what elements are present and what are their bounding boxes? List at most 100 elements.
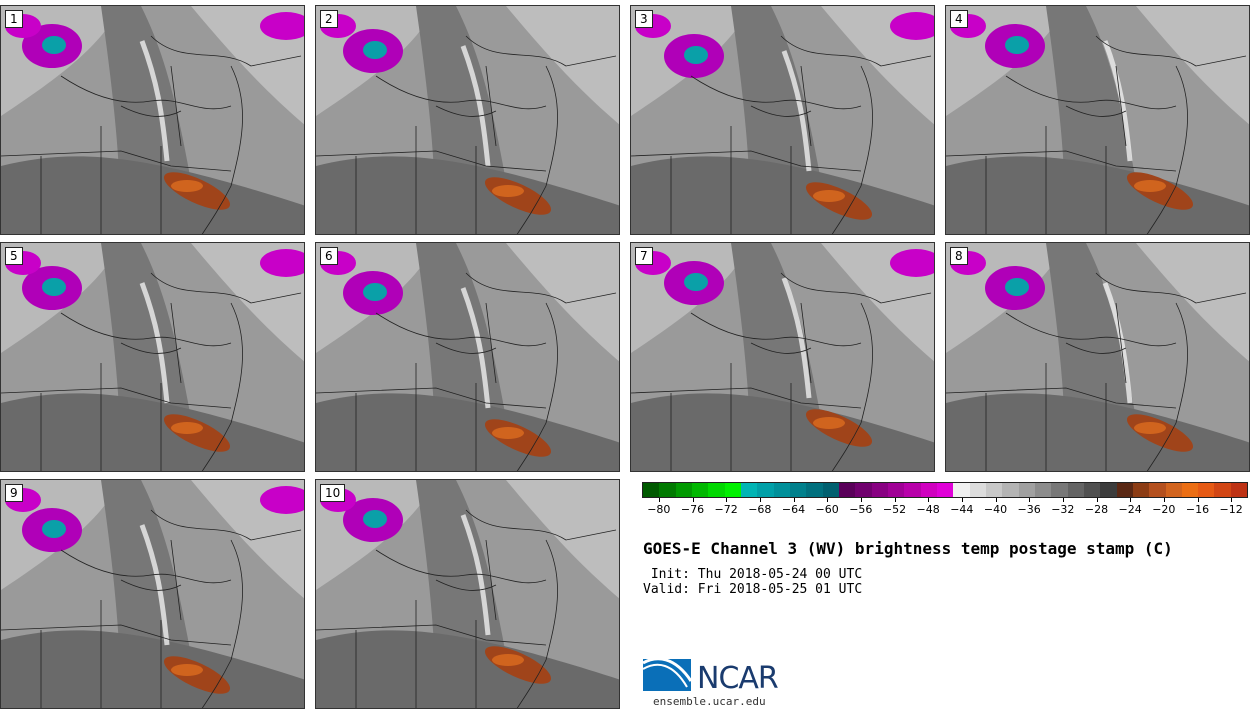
moist-region: [1, 156, 304, 234]
boundary-line: [150, 35, 302, 67]
boundary-line: [40, 363, 162, 471]
colorbar-swatch: [1181, 483, 1199, 497]
colorbar-swatch: [1067, 483, 1084, 497]
boundary-line: [1, 624, 232, 646]
colorbar-swatch: [985, 483, 1003, 497]
cold-cloud: [890, 12, 934, 40]
boundary-line: [120, 539, 182, 621]
moist-region: [946, 393, 1249, 471]
warm-core: [813, 417, 845, 429]
cold-core: [42, 36, 66, 54]
colorbar-swatch: [1132, 483, 1150, 497]
boundary-line: [435, 302, 497, 384]
boundary-line: [1, 387, 232, 409]
colorbar-swatch: [1214, 483, 1231, 497]
dry-slot: [460, 514, 491, 636]
cold-cloud: [890, 249, 934, 277]
wv-map: [1, 480, 304, 708]
boundary-line: [780, 35, 932, 67]
warm-core: [492, 427, 524, 439]
colorbar-swatch: [1165, 483, 1182, 497]
dry-slot: [460, 287, 491, 409]
member-label: 1: [5, 10, 23, 28]
colorbar-swatch: [757, 483, 774, 497]
boundary-line: [946, 150, 1177, 172]
warm-core: [1134, 180, 1166, 192]
colorbar-tick-label: −68: [748, 503, 772, 516]
colorbar-swatch: [708, 483, 725, 497]
colorbar-swatch: [773, 483, 790, 497]
colorbar-swatch: [659, 483, 676, 497]
dry-region: [1136, 6, 1249, 125]
warm-core: [171, 180, 203, 192]
boundary-line: [316, 150, 547, 172]
panel-4: 4: [945, 5, 1250, 235]
colorbar-tick-label: −12: [1219, 503, 1243, 516]
colorbar-tick: [961, 498, 963, 502]
dry-slot: [1102, 40, 1133, 162]
boundary-line: [1146, 65, 1188, 234]
member-label: 9: [5, 484, 23, 502]
dry-slot: [781, 277, 812, 399]
ncar-logo-icon: [643, 657, 693, 691]
member-label: 10: [320, 484, 346, 502]
colorbar-swatch: [953, 483, 970, 497]
wv-map: [316, 243, 619, 471]
valid-time: Valid: Fri 2018-05-25 01 UTC: [643, 582, 863, 597]
colorbar-swatch: [855, 483, 872, 497]
cold-cloud: [260, 249, 304, 277]
colorbar: [642, 482, 1248, 498]
cold-cloud: [260, 12, 304, 40]
boundary-line: [375, 75, 547, 110]
colorbar-swatch: [822, 483, 839, 497]
boundary-line: [631, 387, 862, 409]
boundary-line: [60, 312, 232, 347]
colorbar-swatch: [920, 483, 937, 497]
colorbar-tick: [928, 498, 930, 502]
boundary-line: [375, 312, 547, 347]
boundary-line: [516, 539, 558, 708]
boundary-line: [355, 126, 477, 234]
colorbar-tick: [1096, 498, 1098, 502]
cold-core: [42, 278, 66, 296]
panel-6: 6: [315, 242, 620, 472]
colorbar-tick: [1163, 498, 1165, 502]
cold-core: [42, 520, 66, 538]
member-label: 2: [320, 10, 338, 28]
moist-region: [946, 156, 1249, 234]
colorbar-swatch: [904, 483, 921, 497]
colorbar-swatch: [1083, 483, 1101, 497]
boundary-line: [465, 35, 617, 67]
boundary-line: [120, 65, 182, 147]
colorbar-ticks: −80 −76 −72 −68 −64 −60 −56 −52 −48 −44 −40 −36 −32−…: [642, 498, 1248, 518]
dry-region: [506, 243, 619, 362]
boundary-line: [316, 624, 547, 646]
boundary-line: [60, 75, 232, 110]
colorbar-tick-label: −16: [1185, 503, 1210, 516]
colorbar-tick-label: −40: [983, 503, 1008, 516]
boundary-line: [1065, 65, 1127, 147]
dry-slot: [139, 282, 170, 404]
dry-slot: [460, 45, 491, 167]
boundary-line: [946, 387, 1177, 409]
panel-3: 3: [630, 5, 935, 235]
colorbar-tick-label: −20: [1152, 503, 1176, 516]
cold-core: [363, 283, 387, 301]
dry-slot: [781, 50, 812, 172]
colorbar-tick-label: −36: [1017, 503, 1041, 516]
colorbar-swatch: [1051, 483, 1068, 497]
colorbar-swatch: [806, 483, 823, 497]
member-label: 5: [5, 247, 23, 265]
boundary-line: [690, 312, 862, 347]
colorbar-tick-label: −64: [781, 503, 806, 516]
moist-region: [1, 393, 304, 471]
dry-region: [1136, 243, 1249, 362]
colorbar-tick-label: −32: [1051, 503, 1075, 516]
cold-core: [1005, 36, 1029, 54]
cold-cloud: [260, 486, 304, 514]
boundary-line: [831, 65, 873, 234]
colorbar-swatch: [691, 483, 709, 497]
colorbar-tick: [860, 498, 862, 502]
warm-core: [492, 185, 524, 197]
warm-core: [171, 664, 203, 676]
